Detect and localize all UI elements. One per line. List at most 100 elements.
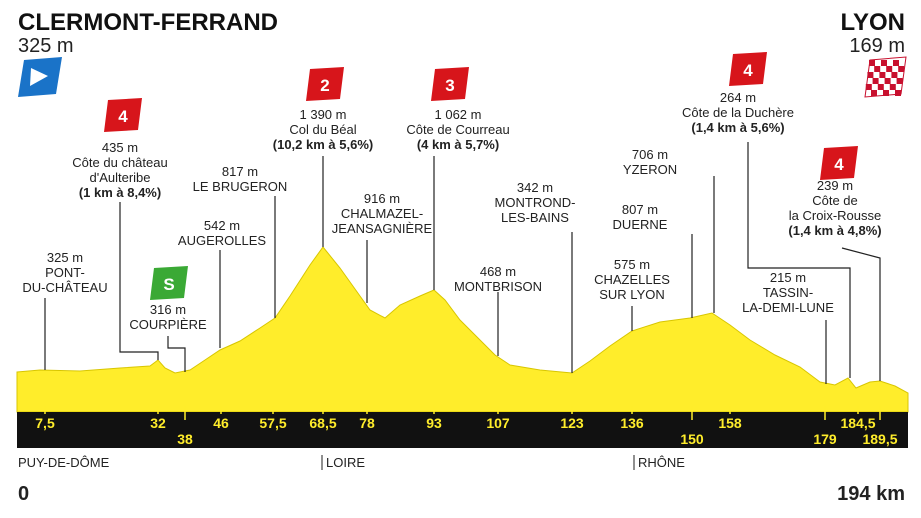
waypoint-label: PONT-: [45, 265, 85, 280]
flag-square: [896, 78, 903, 84]
waypoint-label: la Croix-Rousse: [789, 208, 881, 223]
climb-category: 4: [743, 61, 753, 80]
waypoint-label: JEANSAGNIÈRE: [332, 221, 433, 236]
climb-flag: [729, 52, 767, 86]
flag-square: [865, 84, 872, 90]
waypoint-label: 435 m: [102, 140, 138, 155]
waypoint-label: 239 m: [817, 178, 853, 193]
waypoint-label: Côte du château: [72, 155, 167, 170]
flag-square: [872, 78, 879, 84]
km-label: 184,5: [840, 415, 875, 431]
waypoint-label: COURPIÈRE: [129, 317, 207, 332]
waypoint-label: 264 m: [720, 90, 756, 105]
km-label: 7,5: [35, 415, 55, 431]
climb-category: 3: [445, 76, 454, 95]
flag-square: [867, 72, 874, 78]
waypoint-label: LA-DEMI-LUNE: [742, 300, 834, 315]
climb-flag: [104, 98, 142, 132]
waypoint-label: DUERNE: [613, 217, 668, 232]
distance-start: 0: [18, 483, 29, 505]
department-label: RHÔNE: [638, 455, 685, 470]
waypoint-label: (1,4 km à 4,8%): [788, 223, 881, 238]
waypoint-label: 316 m: [150, 302, 186, 317]
waypoint-label: Côte de: [812, 193, 858, 208]
km-label: 46: [213, 415, 229, 431]
waypoint-label: Côte de la Duchère: [682, 105, 794, 120]
climb-category: 2: [320, 76, 329, 95]
start-flag: [18, 57, 62, 97]
finish-name: LYON: [841, 9, 905, 36]
finish-flag: [864, 56, 907, 98]
leader-line: [841, 247, 881, 381]
flag-square: [877, 84, 884, 90]
sprint-flag: [150, 266, 188, 300]
department-label: LOIRE: [326, 455, 365, 470]
waypoint-label: TASSIN-: [763, 285, 813, 300]
waypoint-label: 468 m: [480, 264, 516, 279]
km-band: [17, 412, 908, 448]
flag-square: [881, 60, 887, 66]
flag-square: [891, 72, 898, 78]
waypoint-label: (10,2 km à 5,6%): [273, 137, 373, 152]
flag-square: [884, 78, 891, 84]
waypoint-label: 342 m: [517, 180, 553, 195]
waypoint-label: 215 m: [770, 270, 806, 285]
waypoint-label: DU-CHÂTEAU: [22, 280, 107, 295]
waypoint-label: d'Aulteribe: [89, 170, 150, 185]
km-label: 32: [150, 415, 166, 431]
flag-square: [886, 66, 893, 72]
start-altitude: 325 m: [18, 35, 74, 57]
waypoint-label: CHAZELLES: [594, 272, 670, 287]
start-name: CLERMONT-FERRAND: [18, 9, 278, 36]
km-label: 150: [680, 431, 704, 447]
waypoint-label: 325 m: [47, 250, 83, 265]
flag-square: [898, 66, 905, 72]
waypoint-label: (1,4 km à 5,6%): [691, 120, 784, 135]
waypoint-label: 807 m: [622, 202, 658, 217]
waypoint-label: 706 m: [632, 147, 668, 162]
climb-flag: [306, 67, 344, 101]
department-label: PUY-DE-DÔME: [18, 455, 110, 470]
waypoint-label: LES-BAINS: [501, 210, 569, 225]
climb-category: 4: [834, 155, 844, 174]
km-label: 179: [813, 431, 837, 447]
km-label: 123: [560, 415, 584, 431]
leader-line: [119, 202, 159, 360]
elevation-profile: [16, 246, 909, 413]
finish-altitude: 169 m: [849, 35, 905, 57]
climb-flag: [431, 67, 469, 101]
waypoint-label: AUGEROLLES: [178, 233, 266, 248]
waypoint-label: 817 m: [222, 164, 258, 179]
km-label: 136: [620, 415, 644, 431]
waypoint-label: MONTROND-: [495, 195, 576, 210]
flag-square: [871, 90, 877, 96]
km-label: 38: [177, 431, 193, 447]
leader-line: [167, 336, 186, 372]
waypoint-label: SUR LYON: [599, 287, 665, 302]
distance-end: 194 km: [837, 483, 905, 505]
climb-category: 4: [118, 107, 128, 126]
waypoint-label: (4 km à 5,7%): [417, 137, 499, 152]
waypoint-label: 916 m: [364, 191, 400, 206]
waypoint-label: 575 m: [614, 257, 650, 272]
flag-square: [879, 72, 886, 78]
waypoint-label: Côte de Courreau: [406, 122, 509, 137]
km-label: 57,5: [259, 415, 286, 431]
km-label: 189,5: [862, 431, 897, 447]
flag-square: [895, 90, 901, 96]
flag-square: [893, 60, 899, 66]
climb-flag: [820, 146, 858, 180]
km-label: 93: [426, 415, 442, 431]
waypoint-label: CHALMAZEL-: [341, 206, 423, 221]
waypoint-label: (1 km à 8,4%): [79, 185, 161, 200]
flag-square: [869, 60, 875, 66]
waypoint-label: LE BRUGERON: [193, 179, 288, 194]
waypoint-label: 542 m: [204, 218, 240, 233]
flag-square: [883, 90, 889, 96]
flag-square: [889, 84, 896, 90]
leader-line: [747, 142, 851, 378]
waypoint-label: MONTBRISON: [454, 279, 542, 294]
waypoint-label: 1 390 m: [300, 107, 347, 122]
waypoint-label: YZERON: [623, 162, 677, 177]
